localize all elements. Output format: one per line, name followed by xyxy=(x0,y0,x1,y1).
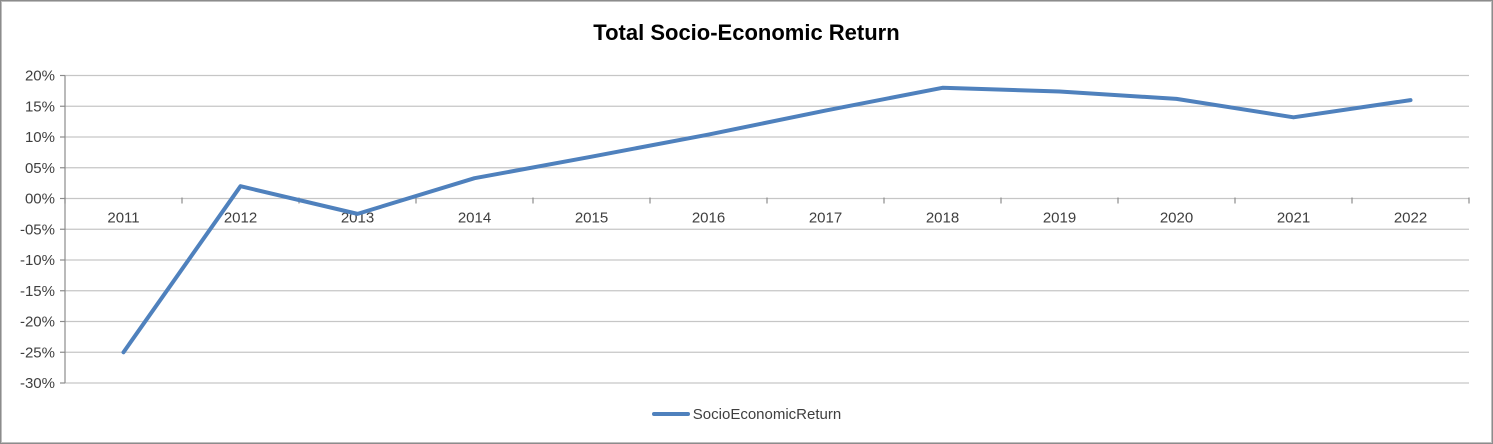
legend: SocioEconomicReturn xyxy=(2,403,1491,425)
y-tick-label: -25% xyxy=(20,344,55,361)
series-line-SocioEconomicReturn xyxy=(121,85,1413,355)
x-tick-label: 2016 xyxy=(692,210,725,227)
y-tick-label: -15% xyxy=(20,283,55,300)
x-tick-label: 2020 xyxy=(1160,210,1193,227)
y-tick-label: 00% xyxy=(25,191,55,208)
x-tick-label: 2021 xyxy=(1277,210,1310,227)
y-tick-label: -20% xyxy=(20,314,55,331)
y-tick-label: 15% xyxy=(25,98,55,115)
y-tick-label: 05% xyxy=(25,160,55,177)
x-tick-label: 2019 xyxy=(1043,210,1076,227)
x-tick-label: 2014 xyxy=(458,210,491,227)
x-tick-label: 2018 xyxy=(926,210,959,227)
y-tick-label: -30% xyxy=(20,375,55,392)
x-tick-label: 2015 xyxy=(575,210,608,227)
y-tick-label: 20% xyxy=(25,68,55,85)
x-tick-label: 2022 xyxy=(1394,210,1427,227)
x-tick-label: 2017 xyxy=(809,210,842,227)
legend-line-swatch xyxy=(651,412,690,416)
x-tick-label: 2011 xyxy=(107,210,139,227)
y-tick-label: -05% xyxy=(20,221,55,238)
x-tick-label: 2012 xyxy=(224,210,257,227)
legend-series-label: SocioEconomicReturn xyxy=(692,405,842,423)
chart-title: Total Socio-Economic Return xyxy=(593,20,900,45)
y-tick-label: 10% xyxy=(25,129,55,146)
y-tick-label: -10% xyxy=(20,252,55,269)
